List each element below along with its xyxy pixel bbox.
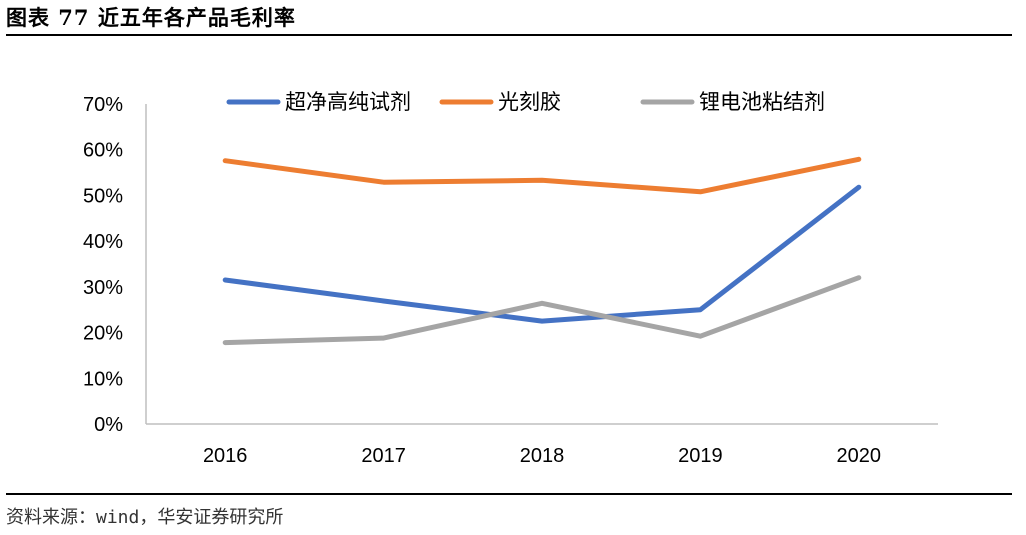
- y-tick-label: 0%: [94, 414, 123, 436]
- source-rule: [6, 493, 1012, 495]
- series-line: [222, 156, 862, 195]
- title-rule: [6, 34, 1012, 36]
- x-tick-label: 2020: [837, 445, 882, 467]
- legend-label: 光刻胶: [498, 90, 561, 114]
- x-tick-label: 2019: [678, 445, 723, 467]
- legend: 超净高纯试剂 光刻胶 锂电池粘结剂: [226, 90, 825, 114]
- series-line: [222, 275, 862, 346]
- source-note: 资料来源：wind，华安证券研究所: [6, 507, 284, 528]
- y-tick-label: 20%: [83, 323, 123, 345]
- legend-label: 超净高纯试剂: [285, 90, 411, 114]
- series-lines: [222, 156, 862, 346]
- y-tick-label: 40%: [83, 231, 123, 253]
- x-axis-labels: 2016 2017 2018 2019 2020: [203, 445, 881, 467]
- figure-title: 图表 77 近五年各产品毛利率: [6, 5, 296, 30]
- y-tick-label: 70%: [83, 94, 123, 116]
- y-tick-label: 50%: [83, 185, 123, 207]
- y-tick-label: 10%: [83, 368, 123, 390]
- y-tick-label: 30%: [83, 277, 123, 299]
- x-tick-label: 2016: [203, 445, 248, 467]
- y-axis-labels: 0% 10% 20% 30% 40% 50% 60% 70%: [83, 94, 123, 436]
- x-tick-label: 2018: [520, 445, 565, 467]
- y-tick-label: 60%: [83, 140, 123, 162]
- x-tick-label: 2017: [361, 445, 406, 467]
- series-line: [222, 184, 862, 324]
- legend-label: 锂电池粘结剂: [699, 90, 825, 114]
